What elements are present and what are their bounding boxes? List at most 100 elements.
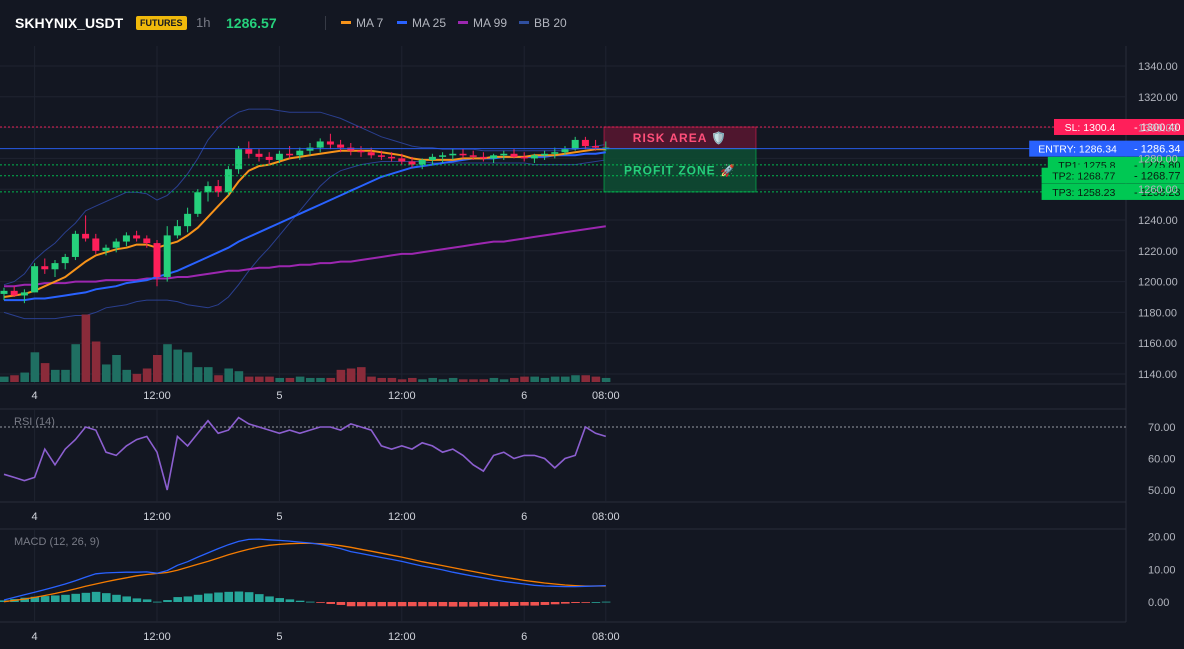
candle bbox=[173, 220, 181, 239]
candle-body bbox=[388, 156, 396, 159]
macd-histogram-bar bbox=[265, 596, 274, 602]
candle bbox=[418, 158, 426, 170]
volume-bar bbox=[326, 377, 335, 382]
rsi-title: RSI (14) bbox=[14, 416, 55, 428]
macd-histogram-bar bbox=[224, 591, 233, 602]
candle-body bbox=[82, 233, 90, 239]
legend-bb20[interactable]: BB 20 bbox=[519, 15, 567, 31]
time-tick-label: 08:00 bbox=[592, 390, 620, 402]
macd-histogram-bar bbox=[561, 602, 570, 604]
level-axis-tag-entry bbox=[1126, 140, 1184, 157]
candle bbox=[235, 146, 243, 174]
candle-body bbox=[204, 186, 212, 193]
volume-bar bbox=[489, 377, 499, 382]
time-tick-label: 5 bbox=[276, 390, 282, 402]
candle bbox=[469, 150, 477, 160]
macd-title: MACD (12, 26, 9) bbox=[14, 536, 100, 548]
candle-body bbox=[449, 153, 457, 156]
volume-bar bbox=[520, 376, 529, 382]
candle-body bbox=[20, 292, 28, 296]
macd-histogram-bar bbox=[20, 597, 29, 602]
volume-bar bbox=[163, 344, 172, 382]
price-tick-label: 1260.00 bbox=[1138, 184, 1178, 196]
candle-body bbox=[122, 235, 130, 242]
legend-bb20-label: BB 20 bbox=[534, 16, 567, 30]
candle bbox=[388, 152, 396, 162]
candle bbox=[286, 146, 294, 159]
time-tick-label: 12:00 bbox=[143, 390, 171, 402]
candle-body bbox=[530, 155, 538, 159]
candle bbox=[296, 147, 304, 160]
macd-tick-label: 10.00 bbox=[1148, 564, 1176, 576]
volume-bar bbox=[224, 368, 233, 382]
candle bbox=[143, 235, 151, 248]
price-tick-label: 1160.00 bbox=[1138, 338, 1177, 350]
candle-body bbox=[367, 152, 375, 156]
volume-bar bbox=[10, 375, 19, 382]
candle-body bbox=[184, 213, 192, 227]
volume-bar bbox=[428, 377, 437, 382]
macd-pane: MACD (12, 26, 9) bbox=[0, 536, 611, 607]
volume-bar bbox=[397, 379, 407, 382]
price-tick-label: 1320.00 bbox=[1138, 92, 1178, 104]
time-tick-label: 12:00 bbox=[388, 390, 416, 402]
volume-bar bbox=[601, 377, 611, 382]
legend-ma7[interactable]: MA 7 bbox=[341, 15, 383, 31]
candle-body bbox=[428, 156, 436, 160]
timeframe-label[interactable]: 1h bbox=[196, 15, 211, 30]
macd-histogram-bar bbox=[142, 599, 152, 602]
time-tick-label: 6 bbox=[521, 631, 527, 643]
ma25-swatch-icon bbox=[397, 21, 407, 25]
profit-zone bbox=[603, 148, 757, 193]
macd-histogram-bar bbox=[255, 594, 264, 602]
volume-bar bbox=[550, 376, 560, 382]
macd-histogram-bar bbox=[499, 602, 509, 607]
candle bbox=[520, 152, 528, 162]
macd-histogram-bar bbox=[173, 597, 182, 602]
ma99-line bbox=[4, 225, 606, 288]
legend-ma99[interactable]: MA 99 bbox=[458, 15, 507, 31]
candle bbox=[541, 150, 549, 160]
candle-body bbox=[41, 266, 49, 270]
time-tick-label: 5 bbox=[276, 631, 282, 643]
legend-ma25[interactable]: MA 25 bbox=[397, 15, 446, 31]
candle-body bbox=[102, 247, 110, 251]
macd-histogram-bar bbox=[459, 602, 468, 607]
candle bbox=[122, 232, 130, 247]
candle-body bbox=[551, 152, 559, 154]
volume-bar bbox=[173, 349, 182, 382]
candle-body bbox=[275, 153, 283, 160]
macd-histogram-bar bbox=[357, 602, 366, 607]
volume-bar bbox=[61, 369, 70, 382]
level-axis-tag-sl bbox=[1126, 118, 1184, 135]
last-price: 1286.57 bbox=[226, 15, 277, 31]
candle bbox=[102, 244, 110, 256]
legend-ma7-label: MA 7 bbox=[356, 16, 384, 30]
macd-histogram-bar bbox=[234, 591, 244, 602]
candle bbox=[439, 152, 447, 164]
macd-histogram-bar bbox=[295, 600, 305, 602]
symbol-name[interactable]: SKHYNIX_USDT bbox=[15, 15, 124, 31]
time-tick-label: 12:00 bbox=[388, 631, 416, 643]
volume-bar bbox=[102, 364, 111, 382]
candle-body bbox=[163, 235, 171, 277]
candle-body bbox=[592, 146, 600, 148]
level-tag-text: TP3: 1258.23 bbox=[1052, 187, 1115, 199]
candle-body bbox=[153, 243, 161, 277]
candle-body bbox=[439, 155, 447, 157]
macd-histogram-bar bbox=[306, 601, 315, 603]
volume-bar bbox=[265, 376, 274, 382]
level-tag-tp bbox=[1041, 167, 1126, 184]
time-tick-label: 08:00 bbox=[592, 511, 620, 523]
macd-tick-label: 0.00 bbox=[1148, 597, 1169, 609]
time-tick-label: 4 bbox=[32, 511, 38, 523]
candle-body bbox=[337, 144, 345, 148]
volume-bar bbox=[91, 341, 101, 382]
volume-bar bbox=[285, 377, 295, 382]
candle-body bbox=[398, 158, 406, 162]
macd-histogram-bar bbox=[326, 602, 335, 604]
candle bbox=[153, 240, 161, 287]
level-axis-text: - 1286.34 bbox=[1134, 144, 1180, 156]
futures-badge: FUTURES bbox=[136, 16, 187, 30]
